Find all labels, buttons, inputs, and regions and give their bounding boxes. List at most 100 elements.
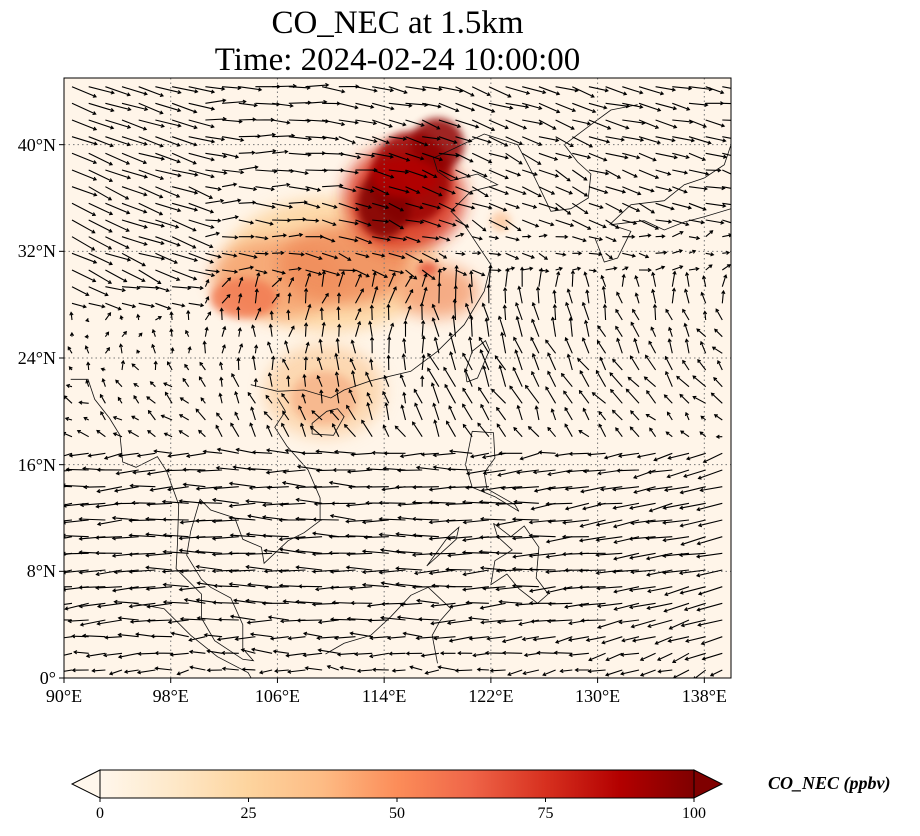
wind-arrow xyxy=(288,266,302,271)
wind-arrow xyxy=(688,249,697,254)
wind-arrow xyxy=(170,631,189,638)
wind-arrow xyxy=(186,309,191,321)
wind-arrow xyxy=(513,426,523,438)
wind-arrow xyxy=(272,119,291,125)
wind-arrow xyxy=(478,386,490,404)
wind-arrow xyxy=(120,359,126,371)
wind-arrow xyxy=(88,102,115,113)
wind-arrow xyxy=(523,652,539,658)
wind-arrow xyxy=(88,236,113,250)
wind-arrow xyxy=(195,549,223,554)
coastline xyxy=(325,586,452,664)
wind-arrow xyxy=(405,186,421,194)
wind-arrow xyxy=(597,619,623,629)
wind-arrow xyxy=(667,636,690,643)
wind-arrow xyxy=(411,500,439,505)
wind-arrow xyxy=(645,536,673,541)
wind-arrow xyxy=(555,136,574,147)
wind-arrow xyxy=(195,486,223,491)
wind-arrow xyxy=(622,252,637,258)
wind-arrow xyxy=(121,219,148,229)
wind-arrow xyxy=(421,169,438,179)
wind-arrow xyxy=(78,569,106,575)
wind-arrow xyxy=(355,152,376,158)
wind-arrow xyxy=(64,652,73,656)
wind-arrow xyxy=(178,430,189,438)
wind-arrow xyxy=(498,364,507,387)
wind-arrow xyxy=(278,517,306,523)
wind-arrow xyxy=(204,326,209,337)
wind-arrow xyxy=(100,367,106,372)
wind-arrow xyxy=(696,328,707,338)
wind-arrow xyxy=(405,252,424,263)
wind-arrow xyxy=(236,357,241,371)
wind-arrow xyxy=(574,667,589,673)
wind-arrow xyxy=(105,119,132,129)
wind-arrow xyxy=(205,231,221,238)
wind-arrow xyxy=(167,452,189,458)
wind-arrow xyxy=(147,409,156,421)
wind-arrow xyxy=(198,376,206,387)
wind-arrow xyxy=(522,86,547,95)
wind-arrow xyxy=(71,219,96,234)
wind-arrow xyxy=(578,389,590,404)
wind-arrow xyxy=(444,383,456,404)
wind-arrow xyxy=(171,152,197,165)
wind-arrow xyxy=(212,600,239,605)
wind-arrow xyxy=(572,102,597,114)
wind-arrow xyxy=(221,294,231,304)
wind-arrow xyxy=(524,384,540,404)
y-tick-label: 8°N xyxy=(26,561,56,582)
wind-arrow xyxy=(131,500,156,505)
wind-arrow xyxy=(321,269,341,277)
wind-arrow xyxy=(688,202,707,211)
wind-arrow xyxy=(372,219,390,224)
wind-arrow xyxy=(412,533,439,538)
wind-arrow xyxy=(514,349,523,371)
wind-arrow xyxy=(372,152,394,159)
wind-arrow xyxy=(380,615,406,621)
wind-arrow xyxy=(228,569,256,574)
wind-arrow xyxy=(671,652,690,663)
wind-arrow xyxy=(204,278,210,287)
wind-arrow xyxy=(422,86,443,92)
wind-arrow xyxy=(505,236,520,242)
wind-arrow xyxy=(405,86,427,92)
wind-arrow xyxy=(465,600,489,605)
wind-arrow xyxy=(300,422,307,437)
wind-arrow xyxy=(516,469,539,475)
wind-arrow xyxy=(705,168,722,173)
wind-arrow xyxy=(488,268,502,273)
wind-arrow xyxy=(295,548,323,554)
wind-arrow xyxy=(331,423,340,437)
wind-arrow xyxy=(121,330,127,338)
wind-arrow xyxy=(455,169,471,178)
wind-arrow xyxy=(595,569,623,576)
wind-arrow xyxy=(651,271,657,287)
wind-arrow xyxy=(629,552,656,560)
wind-arrow xyxy=(219,307,224,321)
wind-arrow xyxy=(560,372,573,388)
wind-arrow xyxy=(272,233,288,238)
wind-arrow xyxy=(286,375,291,387)
wind-arrow xyxy=(105,86,131,97)
wind-arrow xyxy=(304,303,312,321)
wind-arrow xyxy=(305,202,321,209)
wind-arrow xyxy=(402,631,423,638)
wind-arrow xyxy=(333,635,356,641)
wind-arrow xyxy=(627,376,640,388)
wind-arrow xyxy=(471,169,488,178)
wind-arrow xyxy=(446,420,456,437)
wind-arrow xyxy=(262,502,289,508)
wind-arrow xyxy=(321,119,346,127)
wind-arrow xyxy=(684,271,690,287)
wind-arrow xyxy=(710,392,723,404)
wind-arrow xyxy=(382,390,390,404)
wind-arrow xyxy=(155,252,178,264)
concentration-blob xyxy=(397,264,478,319)
wind-arrow xyxy=(445,518,473,524)
wind-arrow xyxy=(588,268,598,273)
wind-arrow xyxy=(233,598,256,604)
concentration-blob xyxy=(417,262,438,276)
wind-arrow xyxy=(96,619,123,626)
